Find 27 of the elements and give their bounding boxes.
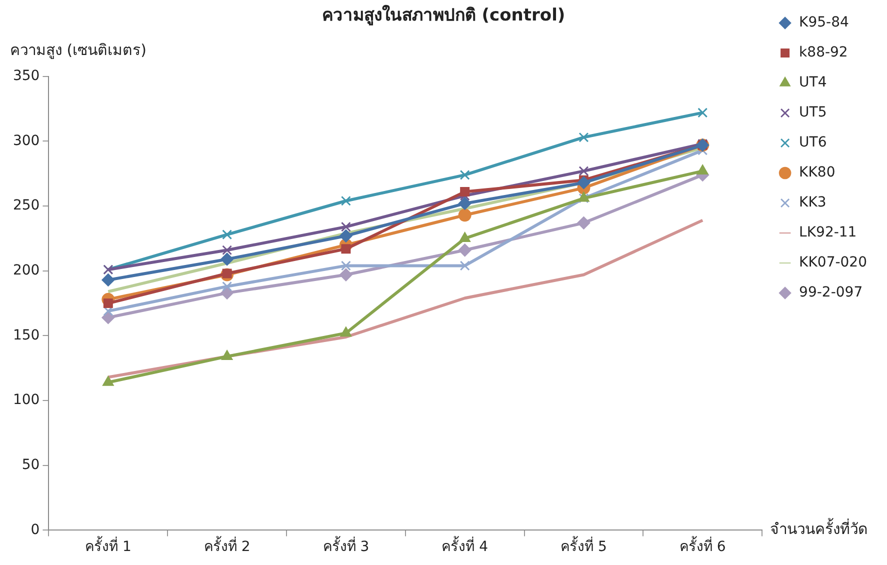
y-tick-label: 300 [12, 132, 40, 149]
x-tick-label: ครั้งที่ 4 [442, 536, 488, 556]
legend-label: KK3 [799, 194, 826, 211]
legend-label: UT4 [799, 74, 827, 91]
x-tick-label: ครั้งที่ 3 [322, 536, 370, 556]
legend-label: KK07-020 [799, 254, 868, 271]
y-tick-label: 200 [12, 262, 40, 279]
x-tick-label: ครั้งที่ 2 [204, 536, 250, 556]
legend-label: UT6 [799, 134, 827, 151]
legend-label: k88-92 [799, 44, 848, 61]
y-tick-label: 100 [12, 392, 40, 408]
x-tick-label: ครั้งที่ 5 [560, 536, 607, 556]
x-tick-label: ครั้งที่ 1 [84, 536, 132, 556]
y-tick-label: 150 [12, 327, 40, 344]
legend-label: K95-84 [799, 14, 850, 31]
x-tick-label: ครั้งที่ 6 [679, 536, 726, 556]
legend-label: UT5 [799, 104, 827, 121]
y-axis-title: ความสูง (เซนติเมตร) [10, 40, 146, 59]
y-tick-label: 250 [12, 198, 40, 214]
legend-label: LK92-11 [799, 224, 857, 241]
legend-label: KK80 [799, 164, 836, 181]
legend-label: 99-2-097 [799, 284, 863, 301]
y-tick-label: 0 [30, 522, 40, 538]
x-axis-title: จำนวนครั้งที่วัด [770, 518, 868, 538]
chart-title: ความสูงในสภาพปกติ (control) [322, 4, 566, 27]
y-tick-label: 50 [22, 457, 40, 474]
y-tick-label: 350 [12, 68, 40, 84]
